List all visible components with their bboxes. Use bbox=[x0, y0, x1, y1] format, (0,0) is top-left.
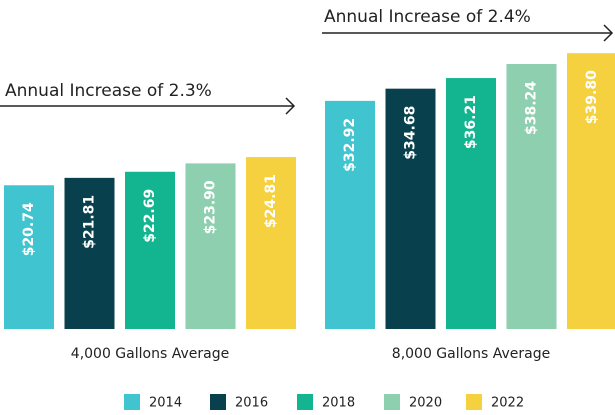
value-label: $32.92 bbox=[342, 118, 358, 172]
value-label: $36.21 bbox=[463, 95, 479, 149]
value-label: $23.90 bbox=[203, 180, 219, 234]
legend-label: 2022 bbox=[491, 396, 524, 411]
annotation: Annual Increase of 2.4% bbox=[324, 7, 531, 27]
category-label: 4,000 Gallons Average bbox=[71, 346, 229, 362]
bar bbox=[125, 171, 175, 329]
legend-swatch bbox=[384, 394, 400, 410]
bar bbox=[506, 63, 557, 330]
bar bbox=[64, 177, 115, 329]
category-label: 8,000 Gallons Average bbox=[392, 346, 550, 362]
bar bbox=[385, 88, 436, 329]
value-label: $22.69 bbox=[142, 189, 158, 243]
value-label: $38.24 bbox=[524, 81, 540, 135]
value-label: $20.74 bbox=[21, 202, 37, 256]
value-label: $21.81 bbox=[82, 195, 98, 249]
legend-label: 2014 bbox=[149, 396, 182, 411]
bar bbox=[446, 78, 496, 329]
arrow-head bbox=[603, 24, 614, 42]
bar bbox=[567, 53, 615, 329]
bar bbox=[246, 157, 296, 329]
legend-swatch bbox=[210, 394, 226, 410]
value-label: $39.80 bbox=[584, 70, 600, 124]
bar bbox=[4, 185, 54, 329]
annotation: Annual Increase of 2.3% bbox=[5, 81, 212, 101]
legend-swatch bbox=[124, 394, 140, 410]
legend-label: 2020 bbox=[409, 396, 442, 411]
legend-label: 2016 bbox=[235, 396, 268, 411]
bar bbox=[185, 163, 236, 329]
bar bbox=[325, 100, 375, 329]
arrow-head bbox=[285, 97, 296, 115]
legend-swatch bbox=[466, 394, 482, 410]
legend-swatch bbox=[297, 394, 313, 410]
value-label: $34.68 bbox=[403, 106, 419, 160]
legend-label: 2018 bbox=[322, 396, 355, 411]
value-label: $24.81 bbox=[263, 174, 279, 228]
